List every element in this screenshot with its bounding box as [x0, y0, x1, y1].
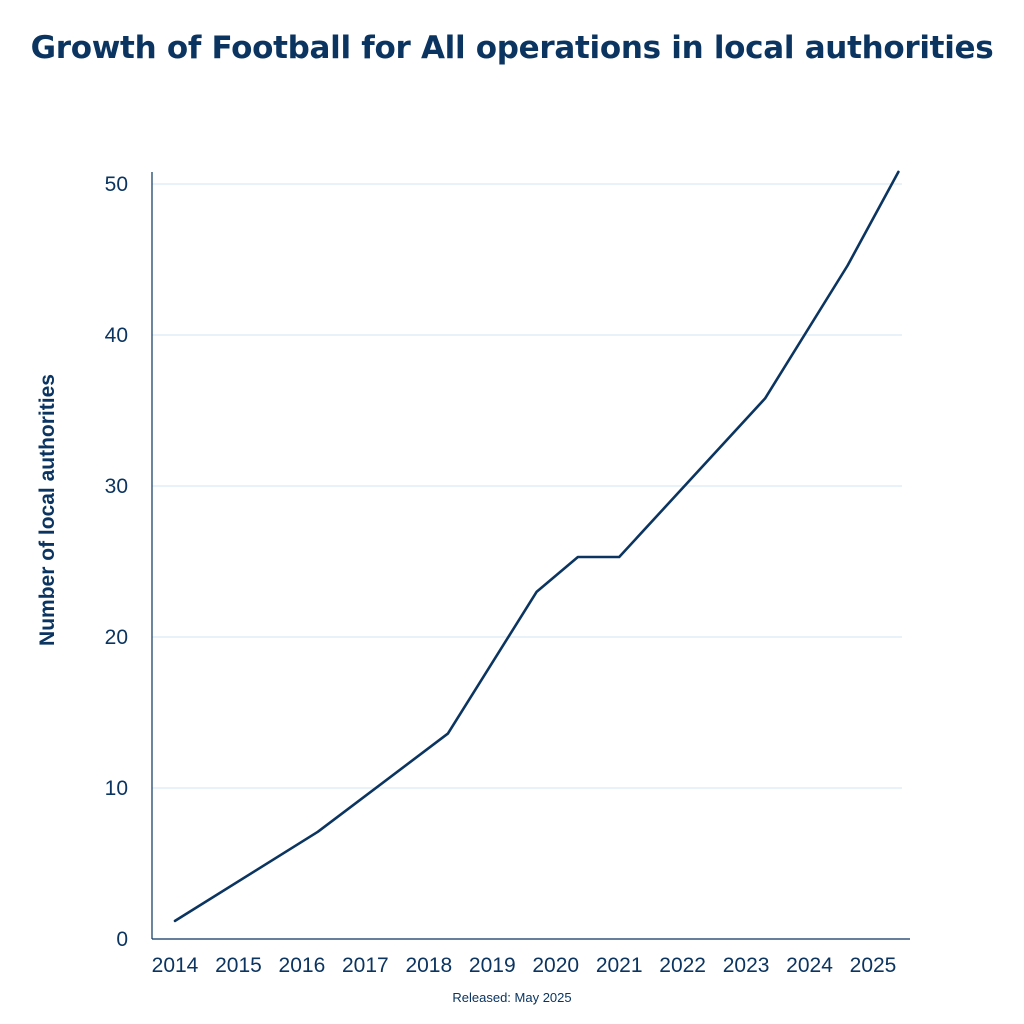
x-tick-label: 2017 — [342, 954, 389, 977]
x-tick-label: 2016 — [279, 954, 326, 977]
x-tick-label: 2019 — [469, 954, 516, 977]
x-tick-labels: 2014 2015 2016 2017 2018 2019 2020 2021 2022 2023… — [152, 954, 897, 977]
gridlines — [152, 183, 902, 789]
y-tick-label: 20 — [105, 626, 128, 649]
y-tick-label: 30 — [105, 475, 128, 498]
series-group — [173, 170, 900, 923]
x-tick-label: 2024 — [786, 954, 833, 977]
chart-title: Growth of Football for All operations in… — [30, 30, 994, 66]
x-tick-label: 2014 — [152, 954, 199, 977]
x-tick-label: 2025 — [850, 954, 897, 977]
y-tick-labels: 0 10 20 30 40 50 — [105, 173, 128, 951]
x-tick-label: 2023 — [723, 954, 770, 977]
x-tick-label: 2015 — [215, 954, 262, 977]
y-tick-label: 50 — [105, 173, 128, 196]
x-tick-label: 2018 — [405, 954, 452, 977]
release-note: Released: May 2025 — [452, 990, 572, 1005]
series-line — [173, 170, 900, 923]
x-tick-label: 2022 — [659, 954, 706, 977]
y-tick-label: 10 — [105, 777, 128, 800]
axes — [151, 172, 910, 940]
y-tick-label: 0 — [116, 928, 128, 951]
x-tick-label: 2021 — [596, 954, 643, 977]
y-tick-label: 40 — [105, 324, 128, 347]
x-tick-label: 2020 — [532, 954, 579, 977]
